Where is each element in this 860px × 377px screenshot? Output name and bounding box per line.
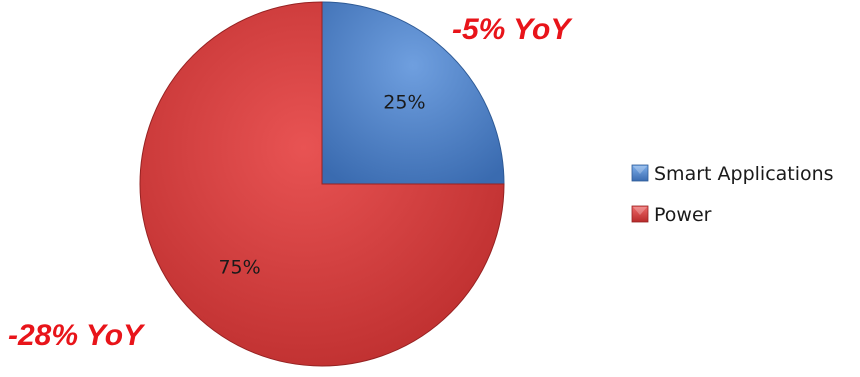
slice-label-smart-applications: 25% bbox=[383, 92, 425, 114]
annotation-smart-applications-yoy: -5% YoY bbox=[452, 13, 573, 46]
pie-slice-smart-applications bbox=[321, 1, 505, 185]
chart-annotations: -5% YoY -28% YoY bbox=[8, 13, 573, 352]
legend-item-power: Power bbox=[631, 204, 712, 226]
pie-slice-power bbox=[139, 1, 505, 367]
slice-label-power: 75% bbox=[218, 256, 260, 278]
legend-label-smart-applications: Smart Applications bbox=[654, 163, 834, 185]
chart-legend: Smart Applications Power bbox=[631, 163, 834, 226]
pie-slice-labels: 25% 75% bbox=[218, 92, 425, 279]
legend-swatch-highlight-smart-applications bbox=[633, 166, 647, 174]
legend-swatch-power bbox=[631, 205, 649, 223]
pie-slices bbox=[139, 1, 505, 367]
legend-label-power: Power bbox=[654, 204, 712, 226]
legend-swatch-highlight-power bbox=[633, 207, 647, 215]
annotation-power-yoy: -28% YoY bbox=[8, 319, 146, 352]
legend-item-smart-applications: Smart Applications bbox=[631, 163, 834, 185]
legend-swatch-smart-applications bbox=[631, 164, 649, 182]
